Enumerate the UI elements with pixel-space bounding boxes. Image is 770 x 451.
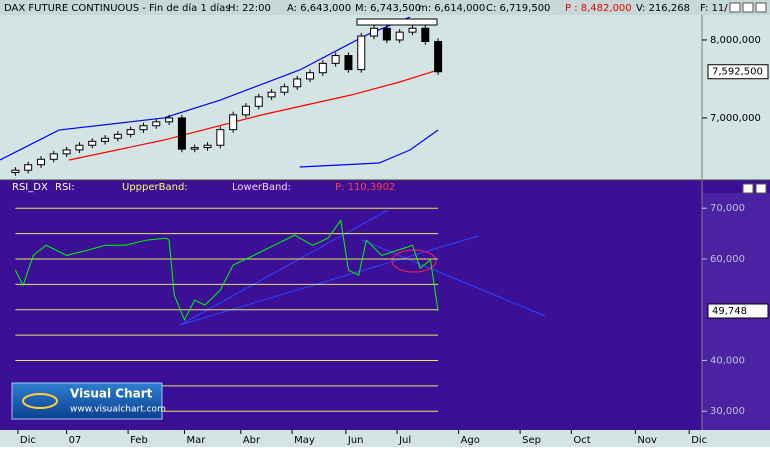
candle-body [280, 86, 289, 93]
candle-body [408, 27, 417, 33]
candle-body [357, 35, 366, 71]
x-tick-label: Mar [186, 435, 206, 446]
candle-body [306, 72, 315, 80]
trend-line [361, 239, 546, 317]
candle-body [24, 164, 33, 171]
candle-body [370, 27, 379, 37]
x-tick-label: 07 [69, 435, 82, 446]
close-button[interactable] [755, 183, 767, 194]
y-tick-label: 30,000 [710, 406, 745, 417]
candle-body [229, 114, 238, 131]
header-text: m: 6,614,000 [418, 3, 485, 14]
candle-body [177, 117, 186, 150]
header-text: F: 11/01/ [700, 3, 744, 14]
x-tick-label: Feb [130, 435, 148, 446]
range-marker [356, 18, 438, 26]
candle-body [49, 153, 58, 160]
minimize-button[interactable] [729, 2, 741, 13]
last-value-label: 49,748 [712, 306, 747, 317]
last-value-box [707, 303, 769, 319]
candle-body [318, 62, 327, 74]
candle-body [11, 169, 20, 174]
x-tick-label: Dic [691, 435, 707, 446]
y-tick-label: 70,000 [710, 203, 745, 214]
x-axis-strip [0, 430, 770, 447]
candle-body [101, 137, 110, 142]
candle-body [293, 78, 302, 88]
candle-body [267, 91, 276, 98]
candle-body [126, 129, 135, 135]
last-value-box [707, 64, 769, 80]
price-plot [0, 16, 443, 176]
x-tick-label: Jul [398, 435, 411, 446]
y-tick-label: 7,000,000 [710, 113, 761, 124]
candle-body [139, 125, 148, 131]
candle-body [203, 144, 212, 149]
x-tick-label: May [294, 435, 315, 446]
header-text: V: 216,268 [636, 3, 690, 14]
header-text: A: 6,643,000 [287, 3, 351, 14]
header-text: P : 8,482,000 [565, 3, 632, 14]
candle-body [254, 96, 263, 107]
candle-body [165, 117, 174, 123]
header-text: LowerBand: [232, 182, 291, 193]
candle-body [36, 158, 45, 166]
y-tick-label: 8,000,000 [710, 35, 761, 46]
y-tick-label: 40,000 [710, 355, 745, 366]
header-text: M: 6,743,500 [355, 3, 421, 14]
logo-title: Visual Chart [70, 387, 153, 401]
header-text: RSI: [55, 182, 75, 193]
trend-line [179, 209, 389, 326]
window-buttons[interactable] [729, 2, 767, 194]
x-tick-label: Oct [573, 435, 590, 446]
candle-body [382, 27, 391, 41]
logo-url: www.visualchart.com [70, 405, 166, 415]
x-tick-label: Jun [347, 435, 364, 446]
candle-body [190, 147, 199, 150]
candle-body [331, 55, 340, 64]
candle-body [241, 105, 250, 116]
logo: Visual Chart www.visualchart.com [11, 382, 166, 420]
close-button[interactable] [755, 2, 767, 13]
x-tick-label: Abr [243, 435, 261, 446]
header-text: RSI_DX [12, 182, 48, 193]
last-value-label: 7,592,500 [712, 67, 763, 78]
maximize-button[interactable] [742, 2, 754, 13]
overlay-line [299, 129, 439, 168]
header: DAX FUTURE CONTINUOUS - Fin de día 1 día… [4, 2, 768, 194]
x-tick-label: Dic [20, 435, 36, 446]
x-tick-label: Nov [637, 435, 657, 446]
candle-body [421, 27, 430, 43]
maximize-button[interactable] [742, 183, 754, 194]
header-text: P: 110,3902 [335, 182, 395, 193]
candle-body [216, 129, 225, 146]
candle-body [75, 144, 84, 151]
rsi-line [14, 219, 439, 322]
logo-icon [22, 393, 58, 409]
logo-box [11, 382, 163, 420]
overlay-line [0, 16, 411, 161]
candle-body [152, 121, 161, 127]
x-tick-label: Ago [461, 435, 480, 446]
candle-body [113, 133, 122, 139]
candle-body [395, 31, 404, 41]
overlay-line [69, 69, 439, 161]
price-header-bar [0, 0, 770, 15]
header-text: C: 6,719,500 [486, 3, 550, 14]
candle-body [88, 140, 97, 146]
y-tick-label: 60,000 [710, 254, 745, 265]
header-text: UppperBand: [122, 182, 188, 193]
candle-body [344, 55, 353, 71]
candle-body [62, 149, 71, 155]
header-text: H: 22:00 [228, 3, 271, 14]
x-tick-label: Sep [522, 435, 541, 446]
header-text: DAX FUTURE CONTINUOUS - Fin de día 1 día… [4, 2, 230, 14]
candle-body [434, 41, 443, 73]
